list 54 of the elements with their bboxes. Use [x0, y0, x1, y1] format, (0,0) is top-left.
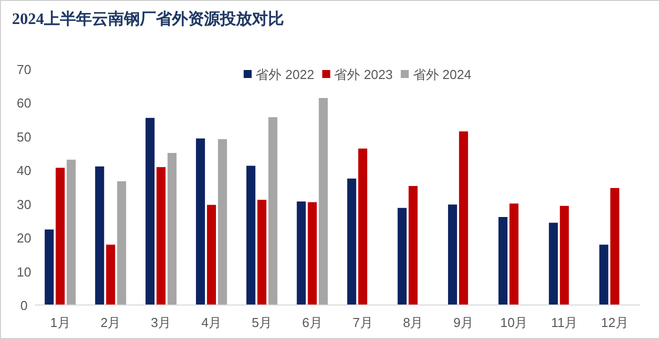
y-tick-label: 20	[16, 230, 32, 246]
bar	[459, 131, 468, 305]
bar	[398, 208, 407, 305]
x-tick-label: 2月	[100, 315, 121, 330]
x-tick-label: 7月	[352, 315, 373, 330]
bar	[196, 138, 205, 305]
bar	[117, 181, 126, 305]
x-tick-label: 10月	[500, 315, 528, 330]
bar	[257, 200, 266, 305]
chart-title: 2024上半年云南钢厂省外资源投放对比	[12, 10, 284, 28]
y-tick-label: 60	[16, 96, 32, 111]
y-tick-label: 30	[16, 196, 32, 212]
y-tick-label: 0	[20, 298, 28, 313]
bar	[56, 168, 65, 305]
x-tick-label: 4月	[201, 315, 222, 330]
y-tick-label: 70	[16, 62, 32, 77]
legend-label: 省外 2024	[412, 67, 472, 82]
bar	[146, 118, 155, 305]
x-tick-label: 1月	[50, 315, 70, 330]
bar	[246, 166, 256, 305]
y-tick-label: 50	[16, 129, 32, 144]
bar	[308, 202, 317, 305]
bar	[156, 167, 166, 305]
x-tick-label: 6月	[302, 315, 322, 330]
x-tick-label: 5月	[252, 315, 272, 330]
bar	[268, 117, 278, 305]
x-tick-label: 12月	[601, 315, 629, 330]
bar	[498, 217, 508, 305]
bar	[347, 178, 356, 305]
bar	[548, 222, 558, 305]
x-tick-label: 3月	[150, 315, 172, 330]
bar	[448, 204, 458, 305]
bar	[218, 139, 227, 305]
x-tick-label: 8月	[403, 315, 424, 330]
bar	[66, 160, 76, 305]
bar	[44, 229, 54, 305]
bar	[106, 244, 116, 305]
y-tick-label: 40	[16, 163, 32, 178]
bar	[509, 204, 518, 305]
x-tick-label: 11月	[551, 315, 578, 330]
bar	[296, 201, 306, 305]
y-tick-label: 10	[16, 264, 32, 280]
bar	[599, 244, 608, 305]
bar	[206, 204, 216, 305]
x-tick-label: 9月	[453, 315, 474, 330]
bar	[318, 98, 328, 305]
legend-label: 省外 2023	[334, 67, 393, 82]
bar	[168, 152, 177, 305]
bar	[95, 166, 104, 305]
bar	[408, 186, 418, 305]
bar	[358, 148, 368, 305]
bar	[560, 206, 569, 305]
bar	[610, 188, 620, 305]
legend-label: 省外 2022	[256, 67, 314, 82]
